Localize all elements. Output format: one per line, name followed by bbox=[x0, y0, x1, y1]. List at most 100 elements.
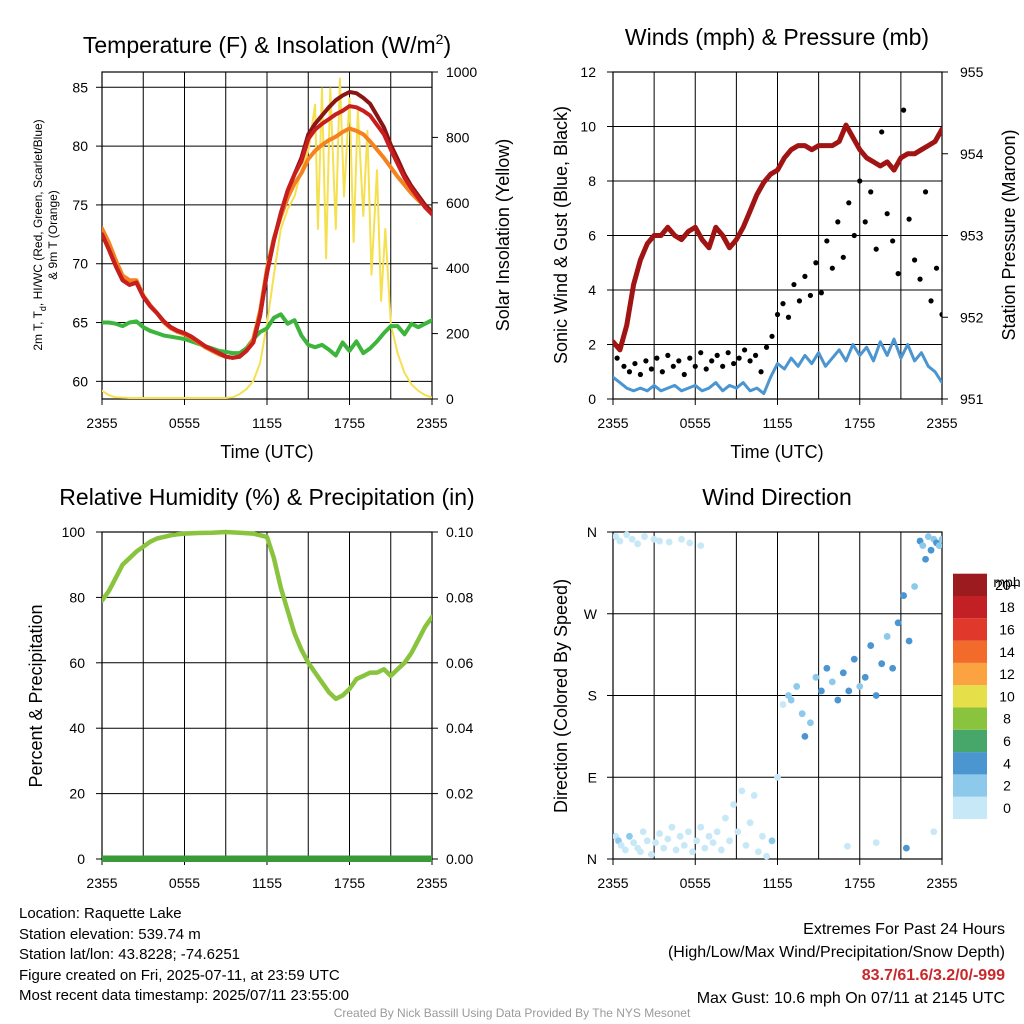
direction-point bbox=[861, 673, 869, 681]
colorbar-label: 2 bbox=[1003, 778, 1011, 794]
direction-point bbox=[839, 669, 847, 677]
direction-point bbox=[787, 696, 795, 704]
direction-point bbox=[713, 828, 721, 836]
extremes-subheading: (High/Low/Max Wind/Precipitation/Snow De… bbox=[667, 944, 1005, 961]
y-tick-label: 100 bbox=[62, 524, 86, 540]
extremes-info: Extremes For Past 24 Hours (High/Low/Max… bbox=[668, 918, 1005, 1010]
direction-point bbox=[742, 841, 750, 849]
y-tick-label: 40 bbox=[69, 720, 85, 736]
direction-point bbox=[872, 692, 880, 699]
gust-point bbox=[648, 366, 654, 372]
colorbar-label: 16 bbox=[999, 621, 1015, 637]
gust-point bbox=[857, 178, 863, 184]
y-right-tick-label: 952 bbox=[960, 309, 984, 325]
y-tick-label: 4 bbox=[588, 282, 596, 298]
direction-point bbox=[734, 828, 742, 836]
direction-point bbox=[637, 848, 644, 856]
gust-point bbox=[687, 355, 693, 361]
gust-point bbox=[785, 314, 792, 320]
x-tick-label: 2355 bbox=[597, 875, 628, 891]
colorbar-label: 6 bbox=[1003, 733, 1011, 749]
direction-point bbox=[650, 535, 658, 543]
gust-point bbox=[895, 271, 901, 277]
y-right-tick-label: 0 bbox=[446, 391, 454, 407]
x-axis-label: Time (UTC) bbox=[730, 442, 823, 462]
gust-point bbox=[868, 189, 874, 195]
direction-point bbox=[763, 852, 770, 860]
direction-point bbox=[717, 846, 725, 854]
direction-point bbox=[759, 832, 766, 840]
gust-point bbox=[851, 232, 857, 239]
gust-point bbox=[736, 355, 742, 361]
gust-point bbox=[621, 363, 627, 369]
max-gust: Max Gust: 10.6 mph On 07/11 at 2145 UTC bbox=[696, 990, 1005, 1007]
gust-point bbox=[659, 369, 665, 375]
direction-point bbox=[726, 837, 733, 845]
speed-colorbar: 0 2 4 6 8 10 12 14 16 18 20+mph bbox=[953, 573, 1021, 819]
y-tick-label: 65 bbox=[72, 315, 88, 331]
direction-point bbox=[834, 696, 842, 704]
direction-point bbox=[697, 823, 705, 831]
y-axis-label-line1: 2m T, Td, HI/WC (Red, Green, Scarlet/Blu… bbox=[31, 119, 48, 350]
gust-point bbox=[922, 189, 929, 195]
gust-point bbox=[626, 369, 633, 375]
station-elevation: Station elevation: 539.74 m bbox=[19, 925, 201, 943]
y-right-tick-label: 0.00 bbox=[446, 851, 473, 867]
gust-point bbox=[714, 352, 720, 358]
y-right-tick-label: 800 bbox=[446, 129, 470, 145]
gust-point bbox=[933, 265, 940, 271]
y-right-axis-label: Station Pressure (Maroon) bbox=[999, 129, 1019, 340]
gust-point bbox=[681, 371, 687, 378]
y-tick-label: 8 bbox=[588, 173, 596, 189]
direction-point bbox=[844, 842, 851, 850]
recent-timestamp: Most recent data timestamp: 2025/07/11 2… bbox=[19, 987, 349, 1004]
gust-point bbox=[731, 360, 737, 367]
direction-point bbox=[911, 583, 918, 590]
gust-point bbox=[911, 257, 918, 263]
gust-point bbox=[807, 292, 814, 299]
gust-point bbox=[758, 369, 764, 375]
temperature-title: Temperature (F) & Insolation (W/m2) bbox=[83, 31, 451, 58]
temperature-panel: 2355 0555 1155 1755 2355 60 65 70 75 80 85 0 200 400 6… bbox=[31, 31, 513, 462]
station-info: Location: Raquette Lake Station elevatio… bbox=[19, 904, 349, 1007]
direction-point bbox=[883, 633, 891, 640]
colorbar-label: 10 bbox=[999, 688, 1015, 704]
direction-point bbox=[935, 542, 942, 550]
gust-point bbox=[665, 352, 671, 358]
y-right-tick-label: 955 bbox=[960, 64, 984, 80]
y-tick-label: 75 bbox=[72, 197, 88, 213]
y-tick-label: W bbox=[584, 606, 598, 622]
gust-point bbox=[791, 281, 797, 288]
gust-point bbox=[901, 107, 907, 113]
wind-line bbox=[613, 337, 942, 396]
y-axis-label: Percent & Precipitation bbox=[26, 604, 46, 787]
colorbar-swatch bbox=[953, 752, 987, 775]
gust-point bbox=[879, 129, 885, 135]
colorbar-label: 12 bbox=[999, 666, 1015, 682]
x-tick-label: 2355 bbox=[86, 875, 117, 891]
direction-point bbox=[812, 673, 820, 681]
gust-point bbox=[654, 355, 660, 361]
x-tick-label: 0555 bbox=[680, 875, 711, 891]
direction-point bbox=[684, 828, 692, 836]
gust-point bbox=[769, 333, 775, 339]
direction-point bbox=[768, 837, 776, 845]
gust-point bbox=[752, 352, 759, 358]
gust-point bbox=[643, 358, 649, 364]
direction-point bbox=[668, 823, 676, 831]
y-axis-label: Sonic Wind & Gust (Blue, Black) bbox=[551, 106, 571, 364]
colorbar-swatch bbox=[953, 685, 987, 708]
gust-point bbox=[720, 363, 726, 369]
extremes-heading: Extremes For Past 24 Hours bbox=[803, 921, 1005, 938]
x-tick-label: 1755 bbox=[844, 415, 875, 431]
direction-point bbox=[722, 814, 729, 822]
x-tick-label: 1755 bbox=[844, 875, 875, 891]
gust-point bbox=[840, 254, 846, 260]
y-right-tick-label: 0.08 bbox=[446, 589, 473, 605]
dewpoint-line bbox=[102, 312, 432, 358]
direction-point bbox=[872, 839, 880, 847]
direction-point bbox=[660, 844, 668, 852]
y-tick-label: N bbox=[587, 524, 597, 540]
direction-point bbox=[709, 839, 717, 847]
direction-point bbox=[930, 828, 938, 836]
